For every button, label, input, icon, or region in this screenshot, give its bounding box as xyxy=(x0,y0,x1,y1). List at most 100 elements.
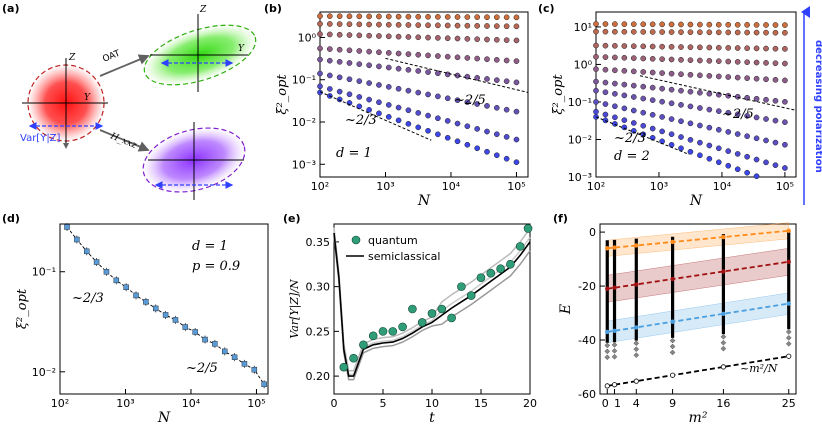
chart-c-point xyxy=(725,162,732,169)
chart-c-point xyxy=(706,106,713,113)
chart-b-point xyxy=(454,35,461,42)
chart-c-frame xyxy=(595,11,797,178)
chart-f-frame xyxy=(599,223,797,395)
chart-c-point xyxy=(602,79,609,86)
chart-b-point xyxy=(454,22,461,29)
chart-b-point xyxy=(317,83,323,90)
chart-b-point xyxy=(346,91,353,98)
chart-c-point xyxy=(668,131,675,138)
chart-c-point xyxy=(725,45,732,51)
chart-b-xtick-label: 10² xyxy=(311,180,329,193)
panel-label-b: (b) xyxy=(264,2,282,15)
chart-b-point xyxy=(425,52,431,59)
chart-b-point xyxy=(376,33,382,39)
chart-b-point xyxy=(376,110,382,117)
chart-d-xtick-label: 10⁵ xyxy=(247,397,265,410)
chart-b-point xyxy=(317,13,323,19)
chart-c-guide-2-3 xyxy=(595,116,690,155)
chart-c-point xyxy=(772,60,779,67)
chart-c-point xyxy=(772,45,779,52)
chart-b-point xyxy=(513,159,520,166)
chart-d-point xyxy=(212,341,218,347)
chart-c-point xyxy=(734,151,741,157)
chart-b-point xyxy=(415,68,422,74)
chart-c-point xyxy=(630,43,637,50)
chart-b-point xyxy=(513,108,520,115)
chart-b-ytick-label: 10⁻¹ xyxy=(292,74,316,87)
chart-c-point xyxy=(640,95,647,102)
chart-b-annot-2-3: ~2/3 xyxy=(345,113,377,128)
chart-c-point xyxy=(763,45,769,52)
hxxz-label: H_xxz xyxy=(108,131,138,151)
chart-c-point xyxy=(621,28,628,35)
chart-c-point xyxy=(706,57,713,64)
chart-c-point xyxy=(715,159,722,166)
chart-c-point xyxy=(753,114,760,121)
chart-f-point-darkred xyxy=(786,259,791,264)
chart-c-point xyxy=(668,70,675,77)
chart-b-point xyxy=(415,22,422,28)
chart-c-point xyxy=(725,21,732,28)
chart-b-point xyxy=(474,36,481,43)
chart-f-point-darkred xyxy=(634,282,639,287)
chart-c-point xyxy=(659,21,665,28)
chart-f-xtick-label: 25 xyxy=(782,397,796,410)
chart-b-point xyxy=(326,72,333,79)
chart-b-point xyxy=(405,13,412,20)
chart-b-point xyxy=(366,107,372,113)
chart-c-point xyxy=(593,99,599,105)
chart-b-point xyxy=(464,123,471,130)
chart-c-point xyxy=(706,142,713,149)
chart-c-xtick-label: 10⁴ xyxy=(713,180,732,193)
chart-b-point xyxy=(484,23,490,29)
chart-c-point xyxy=(744,29,750,36)
chart-f-diamond xyxy=(720,345,727,352)
chart-c-point xyxy=(715,58,722,65)
chart-c-point xyxy=(763,159,769,166)
chart-c-point xyxy=(593,78,599,85)
chart-c-ytick-label: 10¹ xyxy=(574,21,592,34)
chart-f-diamond xyxy=(669,343,676,350)
chart-c-point xyxy=(782,119,788,126)
chart-b-point xyxy=(405,51,412,57)
chart-f-diamond xyxy=(785,329,792,335)
chart-b-point xyxy=(474,55,481,62)
chart-b-point xyxy=(317,20,323,27)
chart-b-point xyxy=(385,21,392,28)
chart-b-point xyxy=(493,56,500,63)
chart-f-diamond xyxy=(633,352,640,358)
chart-c-point xyxy=(649,55,656,62)
chart-d-annot-2-5: ~2/5 xyxy=(186,361,218,376)
chart-d-point xyxy=(241,361,248,367)
chart-c-point xyxy=(678,56,684,63)
oat-arrow xyxy=(99,54,150,77)
chart-b-point xyxy=(366,96,372,103)
chart-c-point xyxy=(649,97,656,103)
chart-b-point xyxy=(405,66,412,73)
chart-c-point xyxy=(687,148,694,155)
panel-label-c: (c) xyxy=(538,2,555,15)
chart-f-point-darkred xyxy=(670,276,675,282)
chart-c-point xyxy=(687,44,694,51)
chart-c-point xyxy=(782,77,788,84)
chart-d-point xyxy=(83,248,90,255)
chart-c-point xyxy=(649,29,656,35)
chart-d-point xyxy=(152,305,159,312)
chart-e-quantum-point xyxy=(349,353,358,363)
chart-d-point xyxy=(202,336,208,343)
chart-f-diamond xyxy=(611,353,618,360)
chart-b-point xyxy=(425,127,431,134)
chart-d-point xyxy=(192,329,198,335)
chart-b-point xyxy=(484,148,490,155)
chart-b-point xyxy=(346,13,353,20)
chart-c-point xyxy=(593,66,599,72)
chart-b-point xyxy=(385,13,392,20)
chart-b-point xyxy=(484,56,490,63)
chart-b-point xyxy=(415,124,422,131)
chart-c-point xyxy=(753,95,760,102)
hxxz-arrow xyxy=(99,129,150,152)
chart-c-point xyxy=(697,152,703,159)
chart-b-point xyxy=(366,13,372,20)
chart-c-point xyxy=(772,117,779,124)
chart-e-quantum-point xyxy=(506,259,515,269)
